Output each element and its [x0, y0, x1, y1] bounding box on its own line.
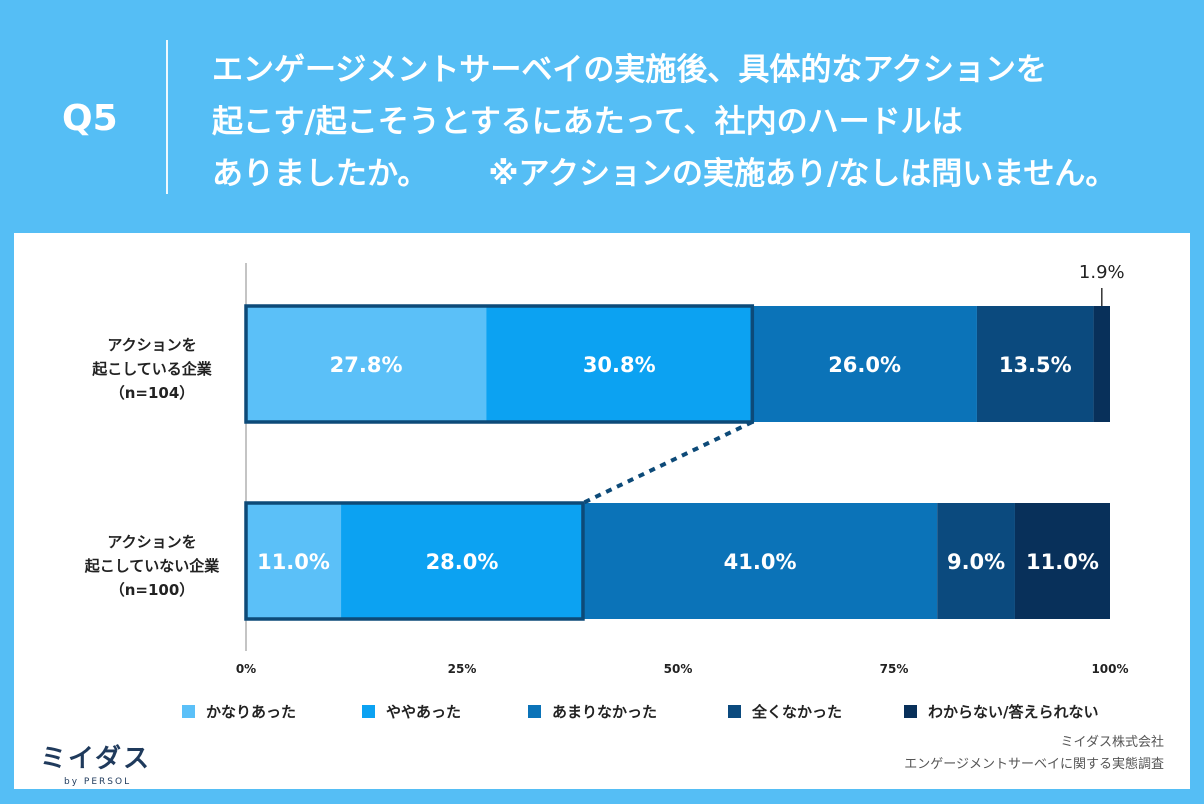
chart-panel: 27.8% 30.8% 26.0% 13.5% 1.9% アクションを 起こしている企業 （n… [14, 233, 1190, 789]
question-text: エンゲージメントサーベイの実施後、具体的なアクションを 起こす/起こそうとするに… [212, 44, 1172, 200]
legend-label-2: ややあった [386, 703, 461, 721]
category-label-2-1: アクションを [107, 533, 196, 551]
question-line-3-text: ありましたか。 [212, 156, 429, 192]
legend-swatch-3 [528, 705, 541, 718]
legend-label-5: わからない/答えられない [928, 703, 1098, 721]
x-tick-label-4: 75% [880, 662, 909, 676]
data-label-2-2: 28.0% [426, 550, 499, 574]
legend-swatch-2 [362, 705, 375, 718]
category-label-2-3: （n=100） [110, 581, 195, 599]
legend-swatch-4 [728, 705, 741, 718]
highlight-connector [582, 420, 754, 505]
bar-segment-2-2 [341, 503, 583, 619]
legend-label-4: 全くなかった [751, 703, 842, 721]
header-divider [166, 40, 168, 194]
data-label-2-5: 11.0% [1026, 550, 1099, 574]
category-label-2-2: 起こしていない企業 [84, 557, 221, 575]
credit-company: ミイダス株式会社 [1060, 735, 1164, 750]
highlight-box-2 [244, 501, 585, 621]
data-label-1-1: 27.8% [330, 353, 403, 377]
category-label-1-1: アクションを [107, 336, 196, 354]
category-label-1-2: 起こしている企業 [91, 360, 213, 378]
bar-segment-2-5 [1014, 503, 1110, 619]
data-label-2-3: 41.0% [724, 550, 797, 574]
x-tick-label-1: 0% [236, 662, 256, 676]
bar-segment-1-3 [752, 306, 977, 422]
legend-label-3: あまりなかった [552, 703, 657, 721]
bar-segment-2-3 [582, 503, 938, 619]
highlight-box-1 [244, 304, 755, 424]
x-tick-label-3: 50% [664, 662, 693, 676]
logo-text: ミイダス [40, 744, 151, 774]
question-line-3: ありましたか。 ※アクションの実施あり/なしは問いません。 [212, 148, 1172, 200]
bar-segment-2-4 [937, 503, 1015, 619]
data-label-2-1: 11.0% [257, 550, 330, 574]
data-label-2-4: 9.0% [947, 550, 1005, 574]
question-line-1: エンゲージメントサーベイの実施後、具体的なアクションを [212, 52, 1047, 88]
x-tick-label-2: 25% [448, 662, 477, 676]
data-label-1-2: 30.8% [583, 353, 656, 377]
legend-swatch-5 [904, 705, 917, 718]
bar-segment-2-1 [246, 503, 342, 619]
credit-survey: エンゲージメントサーベイに関する実態調査 [904, 757, 1164, 772]
legend-label-1: かなりあった [206, 703, 296, 721]
bar-segment-1-1 [246, 306, 487, 422]
bar-segment-1-4 [976, 306, 1094, 422]
data-label-1-4: 13.5% [999, 353, 1072, 377]
data-label-1-3: 26.0% [828, 353, 901, 377]
question-note: ※アクションの実施あり/なしは問いません。 [488, 156, 1117, 192]
bar-segment-1-2 [486, 306, 753, 422]
legend-swatch-1 [182, 705, 195, 718]
x-tick-label-5: 100% [1091, 662, 1128, 676]
question-line-2: 起こす/起こそうとするにあたって、社内のハードルは [212, 104, 963, 140]
category-label-1-3: （n=104） [110, 384, 195, 402]
data-label-1-5: 1.9% [1079, 262, 1125, 283]
logo-sub-text: by PERSOL [64, 777, 132, 787]
miidas-logo: ミイダス by PERSOL [40, 738, 151, 787]
credit: ミイダス株式会社 エンゲージメントサーベイに関する実態調査 [904, 732, 1164, 776]
question-number: Q5 [62, 98, 118, 139]
bar-segment-1-5 [1093, 306, 1110, 422]
